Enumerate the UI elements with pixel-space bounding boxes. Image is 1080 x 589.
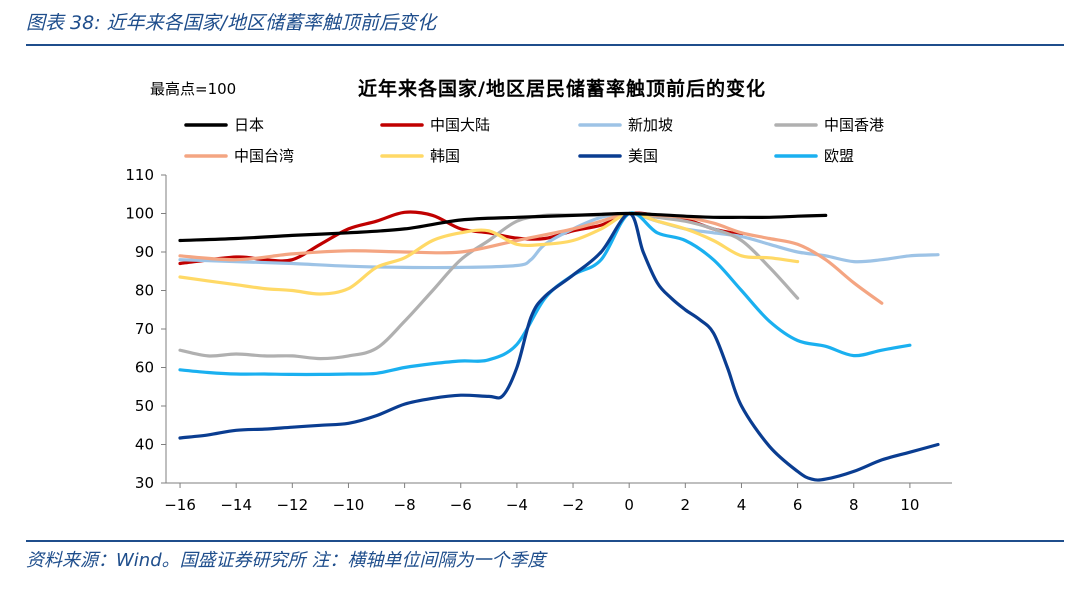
y-tick-label: 110 xyxy=(125,166,154,184)
series-line-4 xyxy=(178,211,800,361)
source-note: 资料来源：Wind。国盛证券研究所 注：横轴单位间隔为一个季度 xyxy=(26,550,546,571)
legend-label: 欧盟 xyxy=(824,147,854,165)
x-tick-label: −4 xyxy=(506,496,528,514)
legend-label: 中国台湾 xyxy=(234,147,294,165)
legend-label: 日本 xyxy=(234,116,264,134)
y-tick-label: 30 xyxy=(135,474,154,492)
chart-title: 近年来各国家/地区居民储蓄率触顶前后的变化 xyxy=(358,78,766,100)
legend-label: 中国大陆 xyxy=(430,116,490,134)
x-tick-label: −8 xyxy=(394,496,416,514)
x-tick-label: −2 xyxy=(562,496,584,514)
x-axis: −16 −14 −12 −10 −8 −6 −4 −2 0 2 4 6 8 10 xyxy=(164,482,952,514)
series-line-6 xyxy=(178,211,800,296)
y-tick-label: 90 xyxy=(135,243,154,261)
x-tick-label: 0 xyxy=(624,496,634,514)
legend-label: 美国 xyxy=(628,147,658,165)
figure-header: 图表 38: 近年来各国家/地区储蓄率触顶前后变化 xyxy=(26,12,437,34)
y-tick-label: 80 xyxy=(135,282,154,300)
x-tick-label: −12 xyxy=(276,496,308,514)
y-tick-label: 60 xyxy=(135,359,154,377)
x-tick-label: −6 xyxy=(450,496,472,514)
y-axis: 30 40 50 60 70 80 90 100 110 xyxy=(125,166,167,492)
x-tick-label: −14 xyxy=(220,496,252,514)
series-line-1 xyxy=(178,211,828,243)
x-tick-label: 8 xyxy=(849,496,859,514)
y-tick-label: 50 xyxy=(135,397,154,415)
series-lines xyxy=(178,210,940,482)
x-tick-label: −16 xyxy=(164,496,196,514)
x-tick-label: −10 xyxy=(333,496,365,514)
x-tick-label: 6 xyxy=(793,496,803,514)
x-tick-label: 10 xyxy=(900,496,919,514)
legend-label: 韩国 xyxy=(430,147,460,165)
unit-label: 最高点=100 xyxy=(150,80,237,98)
y-tick-label: 70 xyxy=(135,320,154,338)
y-tick-label: 100 xyxy=(125,205,154,223)
x-tick-label: 4 xyxy=(737,496,747,514)
legend-label: 新加坡 xyxy=(628,116,673,134)
series-line-7 xyxy=(178,211,940,482)
header-rule xyxy=(26,44,1064,46)
footer-rule xyxy=(26,540,1064,542)
x-tick-label: 2 xyxy=(681,496,691,514)
legend-label: 中国香港 xyxy=(824,116,884,134)
y-tick-label: 40 xyxy=(135,436,154,454)
